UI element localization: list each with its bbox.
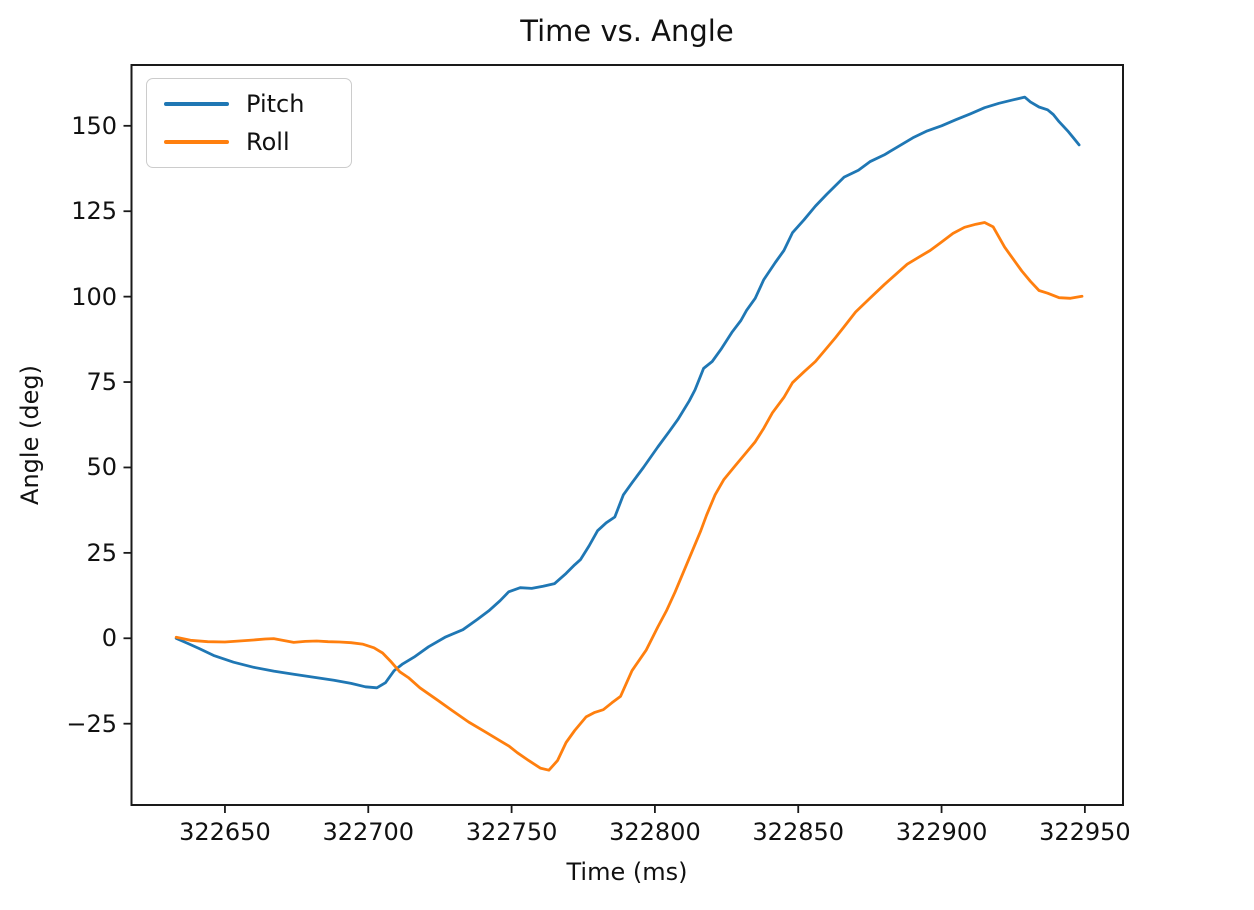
y-tick-label: 0: [101, 624, 117, 653]
y-tick-label: 25: [86, 538, 117, 567]
legend: Pitch Roll: [146, 78, 352, 168]
y-tick-label: −25: [66, 709, 117, 738]
y-tick-label: 150: [71, 111, 117, 140]
y-tick-label: 125: [71, 197, 117, 226]
x-tick-label: 322850: [752, 818, 845, 846]
legend-label-roll: Roll: [246, 128, 290, 156]
legend-label-pitch: Pitch: [246, 90, 305, 118]
legend-swatch-0: [164, 102, 229, 106]
y-tick-label: 50: [86, 453, 117, 482]
x-tick-label: 322700: [322, 818, 415, 846]
legend-item-roll: Roll: [147, 128, 351, 156]
series-line-pitch: [174, 95, 1081, 690]
x-tick-label: 322800: [609, 818, 701, 846]
legend-swatch-1: [164, 140, 229, 144]
series-line-roll: [174, 221, 1084, 772]
x-tick-label: 322750: [465, 818, 558, 846]
x-tick-label: 322950: [1039, 818, 1131, 846]
y-tick-label: 75: [86, 368, 117, 397]
x-axis-label: Time (ms): [566, 858, 688, 886]
x-tick-label: 322650: [179, 818, 271, 846]
y-tick-label: 100: [71, 282, 117, 311]
x-tick-label: 322900: [895, 818, 988, 846]
chart-title: Time vs. Angle: [520, 14, 734, 48]
axes-frame: [130, 64, 1124, 806]
legend-item-pitch: Pitch: [147, 90, 351, 118]
